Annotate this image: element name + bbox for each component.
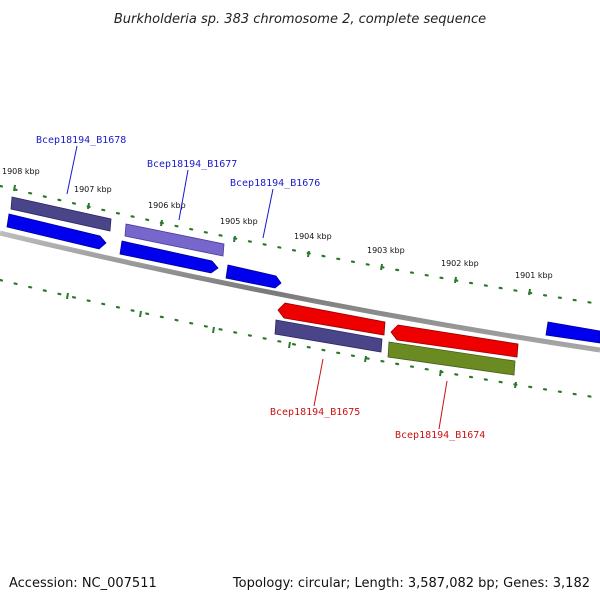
leader-line	[66, 145, 78, 195]
major-tick	[514, 381, 517, 389]
accession-text: Accession: NC_007511	[9, 576, 157, 591]
chromosome-backbone	[0, 230, 600, 353]
map-title: Burkholderia sp. 383 chromosome 2, compl…	[114, 12, 486, 27]
tick-labels: 1908 kbp 1907 kbp 1906 kbp 1905 kbp 1904…	[2, 167, 553, 280]
tick-label: 1901 kbp	[515, 271, 553, 280]
leader-line	[438, 380, 448, 430]
major-tick	[87, 202, 90, 210]
cds-arrow	[545, 321, 600, 344]
gene-label-b1678[interactable]: Bcep18194_B1678	[36, 135, 126, 146]
tick-label: 1907 kbp	[74, 185, 112, 194]
cds-arrow	[390, 324, 519, 358]
major-ticks	[13, 184, 531, 389]
forward-cds-track	[6, 213, 600, 344]
cds-arrow	[119, 240, 219, 274]
major-tick	[288, 341, 291, 349]
tick-label: 1908 kbp	[2, 167, 40, 176]
major-tick	[454, 276, 457, 284]
gene-label-b1677[interactable]: Bcep18194_B1677	[147, 159, 237, 170]
reverse-cds-track	[277, 302, 519, 358]
tick-label: 1906 kbp	[148, 201, 186, 210]
tick-label: 1905 kbp	[220, 217, 258, 226]
major-tick	[66, 292, 69, 300]
cds-arrow	[6, 213, 107, 250]
tick-label: 1902 kbp	[441, 259, 479, 268]
bottom-gene-labels: Bcep18194_B1675 Bcep18194_B1674	[270, 358, 485, 441]
major-tick	[212, 326, 215, 334]
gene-label-b1675[interactable]: Bcep18194_B1675	[270, 407, 360, 418]
gene-feature-b1677	[124, 223, 225, 257]
cds-arrow	[225, 264, 282, 289]
gene-feature-b1674	[387, 341, 516, 376]
major-tick	[233, 235, 236, 243]
reverse-gene-track	[274, 319, 516, 376]
major-tick	[160, 219, 163, 227]
major-tick	[13, 184, 16, 192]
gene-label-b1676[interactable]: Bcep18194_B1676	[230, 178, 320, 189]
cds-arrow	[277, 302, 386, 336]
major-tick	[139, 310, 142, 318]
gene-label-b1674[interactable]: Bcep18194_B1674	[395, 430, 485, 441]
major-tick	[364, 355, 367, 363]
top-gene-labels: Bcep18194_B1678 Bcep18194_B1677 Bcep1819…	[36, 135, 320, 239]
tick-label: 1903 kbp	[367, 246, 405, 255]
major-tick	[380, 263, 383, 271]
gene-feature-b1678	[10, 196, 112, 232]
leader-line	[313, 358, 324, 407]
major-tick	[439, 369, 442, 377]
leader-line	[178, 169, 189, 221]
outer-tick-ring	[0, 184, 600, 306]
major-tick	[528, 288, 531, 296]
tick-label: 1904 kbp	[294, 232, 332, 241]
forward-gene-track	[10, 196, 225, 257]
major-tick	[307, 250, 310, 258]
topology-stats-text: Topology: circular; Length: 3,587,082 bp…	[232, 576, 590, 591]
leader-line	[262, 188, 274, 239]
gene-feature-b1675	[274, 319, 383, 353]
